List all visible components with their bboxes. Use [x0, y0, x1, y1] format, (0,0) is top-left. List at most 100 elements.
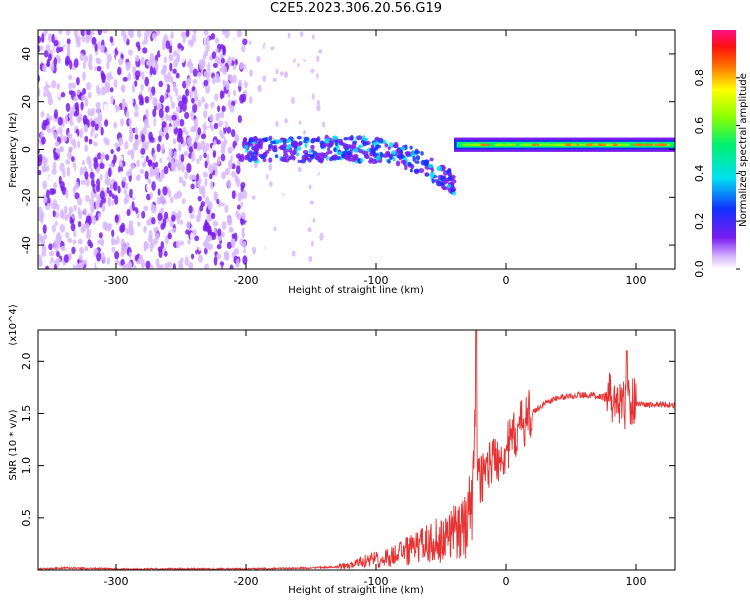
heatmap-cell [234, 41, 240, 51]
heatmap-cell [219, 66, 223, 73]
heatmap-cell [297, 166, 302, 172]
heatmap-cell [60, 133, 64, 143]
heatmap-cell [263, 173, 267, 180]
heatmap-cell [213, 191, 217, 202]
heatmap-cell [238, 79, 243, 87]
heatmap-cell [72, 239, 77, 245]
heatmap-cell [156, 264, 162, 269]
heatmap-cell [155, 35, 161, 44]
heatmap-cell [129, 125, 133, 136]
colorbar [712, 30, 736, 269]
heatmap-cell [428, 164, 433, 169]
heatmap-cell [295, 206, 301, 213]
heatmap-cell [263, 224, 267, 229]
heatmap-cell [287, 95, 291, 102]
heatmap-cell [274, 154, 279, 159]
heatmap-cell [96, 167, 100, 174]
heatmap-cell [187, 239, 191, 245]
heatmap-cell [66, 43, 71, 51]
heatmap-cell [77, 238, 83, 245]
heatmap-cell [221, 231, 225, 238]
heatmap-cell [126, 209, 131, 217]
heatmap-cell [38, 87, 41, 97]
heatmap-cell [270, 223, 274, 229]
heatmap-cell [94, 75, 99, 83]
heatmap-cell [266, 195, 271, 201]
heatmap-cell [86, 82, 92, 91]
heatmap-cell [273, 103, 278, 111]
heatmap-cell [277, 31, 281, 39]
heatmap-cell [221, 30, 226, 35]
heatmap-cell [298, 90, 302, 98]
heatmap-cell [178, 176, 184, 184]
heatmap-cell [440, 182, 446, 187]
heatmap-cell [268, 85, 272, 94]
heatmap-cell [172, 138, 177, 145]
heatmap-cell [115, 236, 120, 245]
heatmap-cell [217, 228, 222, 237]
heatmap-cell [370, 144, 375, 149]
heatmap-cell [164, 76, 170, 83]
heatmap-ytick-label: -40 [20, 236, 33, 254]
heatmap-cell [106, 53, 112, 63]
heatmap-cell [351, 155, 357, 161]
heatmap-cell [231, 233, 236, 239]
heatmap-cell [134, 103, 139, 111]
heatmap-cell [284, 210, 288, 219]
heatmap-cell [216, 155, 221, 166]
heatmap-cell [273, 226, 277, 232]
heatmap-cell [95, 260, 102, 269]
heatmap-cell [66, 166, 71, 177]
heatmap-cell [304, 142, 308, 148]
heatmap-cell [170, 101, 175, 109]
heatmap-cell [261, 56, 264, 64]
heatmap-cell [85, 177, 90, 187]
heatmap-cell [275, 120, 279, 127]
heatmap-cell [216, 139, 221, 145]
heatmap-cell [64, 58, 70, 67]
heatmap-cell [226, 217, 233, 226]
heatmap-cell [79, 61, 83, 69]
heatmap-cell [310, 240, 314, 247]
heatmap-cell [108, 190, 113, 197]
snr-multiplier: (x10^4) [8, 304, 19, 345]
heatmap-cell [187, 39, 193, 46]
heatmap-cell [229, 104, 235, 113]
heatmap-cell [54, 220, 58, 226]
heatmap-cell [47, 97, 54, 106]
heatmap-cell [169, 196, 174, 204]
heatmap-cell [305, 128, 309, 133]
heatmap-cell [124, 141, 129, 150]
heatmap-cell [136, 174, 141, 180]
heatmap-cell [206, 154, 210, 161]
heatmap-cell [52, 210, 56, 218]
heatmap-cell [184, 171, 188, 180]
heatmap-cell [308, 149, 313, 154]
heatmap-cell [272, 30, 275, 37]
heatmap-cell [245, 56, 250, 64]
heatmap-cell [149, 52, 155, 63]
heatmap-cell [119, 224, 125, 233]
heatmap-cell [67, 151, 73, 160]
heatmap-cell [281, 61, 285, 68]
heatmap-cell [318, 110, 322, 119]
heatmap-cell [281, 157, 288, 163]
heatmap-cell [304, 156, 310, 161]
heatmap-cell [224, 30, 230, 39]
heatmap-cell [141, 71, 145, 81]
heatmap-cell [251, 246, 257, 255]
heatmap-cell [84, 97, 89, 107]
heatmap-cell [259, 218, 263, 227]
heatmap-cell [409, 168, 413, 173]
heatmap-cell [358, 148, 363, 154]
heatmap-cell [134, 134, 139, 140]
heatmap-cell [212, 41, 218, 50]
heatmap-cell [202, 109, 208, 119]
heatmap-cell [259, 30, 264, 39]
heatmap-cell [141, 210, 146, 219]
heatmap-cell [290, 64, 295, 70]
heatmap-cell [130, 210, 137, 217]
heatmap-cell [94, 66, 99, 72]
heatmap-cell [91, 36, 97, 45]
